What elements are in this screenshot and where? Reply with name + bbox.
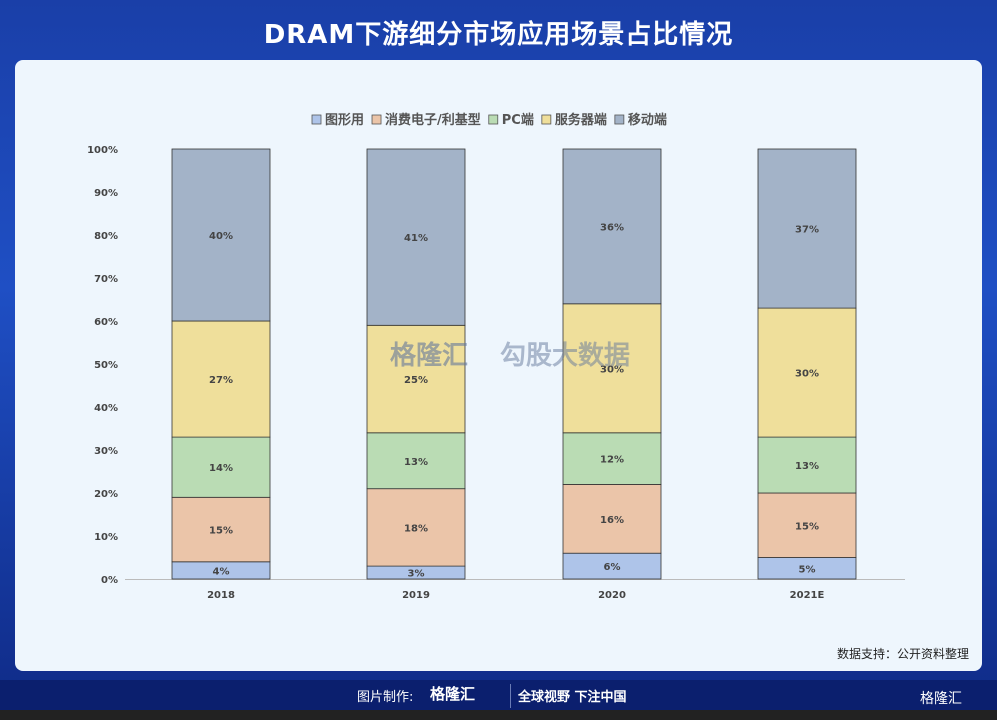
legend-label: 消费电子/利基型 <box>385 112 481 128</box>
data-label: 37% <box>795 225 819 236</box>
data-label: 14% <box>209 463 233 474</box>
legend-label: 移动端 <box>628 112 667 128</box>
y-tick-label: 90% <box>94 188 118 199</box>
corner-logo: 格隆汇 <box>920 691 962 707</box>
bar-segment <box>366 324 466 434</box>
bar-segment <box>757 436 857 494</box>
footer-slogan: 全球视野 下注中国 <box>518 690 627 705</box>
data-label: 12% <box>600 455 624 466</box>
legend-label: PC端 <box>502 112 534 128</box>
data-label: 6% <box>604 562 621 573</box>
chart-title: DRAM下游细分市场应用场景占比情况 <box>263 20 734 50</box>
data-label: 30% <box>600 364 624 375</box>
data-label: 4% <box>213 566 230 577</box>
y-tick-label: 50% <box>94 360 118 371</box>
legend-swatch <box>311 114 322 125</box>
legend-swatch <box>614 114 625 125</box>
y-tick-label: 10% <box>94 532 118 543</box>
data-label: 16% <box>600 515 624 526</box>
data-label: 13% <box>404 457 428 468</box>
bar-segment <box>171 320 271 438</box>
bar-segment <box>562 148 662 305</box>
watermark-logo: 格隆汇 <box>390 341 469 371</box>
data-label: 36% <box>600 222 624 233</box>
data-label: 27% <box>209 375 233 386</box>
bar-segment <box>366 432 466 490</box>
legend-swatch <box>371 114 382 125</box>
y-tick-label: 20% <box>94 489 118 500</box>
bar-segment <box>366 148 466 326</box>
legend-label: 服务器端 <box>555 112 607 128</box>
source-note: 数据支持：公开资料整理 <box>836 647 969 661</box>
footer-logo: 格隆汇 <box>430 685 476 703</box>
bar-segment <box>366 488 466 567</box>
bar-segment <box>562 303 662 434</box>
legend-label: 图形用 <box>325 113 364 128</box>
y-tick-label: 100% <box>87 145 118 156</box>
made-by-label: 图片制作: <box>357 690 414 705</box>
y-tick-label: 30% <box>94 446 118 457</box>
data-label: 25% <box>404 375 428 386</box>
bar-segment <box>562 483 662 554</box>
data-label: 18% <box>404 523 428 534</box>
footer-divider <box>510 684 511 708</box>
watermark-text: 勾股大数据 <box>500 341 631 371</box>
bar-segment <box>171 436 271 498</box>
bar-segment <box>757 492 857 558</box>
y-tick-label: 80% <box>94 231 118 242</box>
data-label: 30% <box>795 369 819 380</box>
y-tick-label: 0% <box>101 575 118 586</box>
data-label: 41% <box>404 233 428 244</box>
x-tick-label: 2018 <box>207 590 235 601</box>
y-tick-label: 60% <box>94 317 118 328</box>
y-tick-label: 70% <box>94 274 118 285</box>
bar-segment <box>171 148 271 322</box>
data-label: 3% <box>408 569 425 580</box>
bar-segment <box>757 148 857 309</box>
bar-segment <box>562 552 662 580</box>
y-tick-label: 40% <box>94 403 118 414</box>
data-label: 15% <box>209 526 233 537</box>
bar-segment <box>757 307 857 438</box>
data-label: 5% <box>799 564 816 575</box>
footer-bar <box>0 680 997 710</box>
data-label: 40% <box>209 231 233 242</box>
x-tick-label: 2020 <box>598 590 626 601</box>
x-tick-label: 2021E <box>790 590 825 601</box>
data-label: 15% <box>795 521 819 532</box>
legend-swatch <box>541 114 552 125</box>
legend-swatch <box>488 114 499 125</box>
bottom-strip <box>0 710 997 720</box>
data-label: 13% <box>795 461 819 472</box>
x-tick-label: 2019 <box>402 590 430 601</box>
